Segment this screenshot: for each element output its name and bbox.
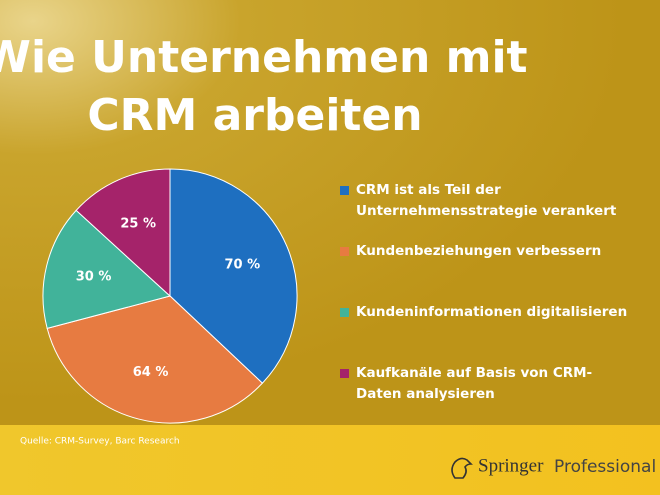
legend-entry: Kundenbeziehungen verbessern [340, 241, 630, 262]
title: Wie Unternehmen mit [0, 32, 528, 83]
value-label: 64 % [133, 365, 169, 380]
brand: Springer [478, 455, 544, 476]
legend-label: Kundeninformationen digitalisieren [356, 304, 628, 320]
title: CRM arbeiten [87, 90, 422, 141]
source: Quelle: CRM-Survey, Barc Research [20, 437, 180, 447]
pie-slice [46, 295, 264, 424]
brand-suffix: Professional [554, 457, 656, 477]
value-label: 70 % [224, 257, 260, 272]
legend-label: Kundenbeziehungen verbessern [356, 243, 602, 259]
legend-swatch [340, 247, 349, 256]
legend-swatch [340, 186, 349, 195]
legend-entry: Kundeninformationen digitalisieren [340, 302, 630, 323]
pie-slice [42, 209, 172, 329]
legend-label: CRM ist als Teil der Unternehmensstrateg… [356, 182, 617, 219]
logo-icon [451, 457, 473, 479]
legend-entry: CRM ist als Teil der Unternehmensstrateg… [340, 180, 630, 222]
legend-label: Kaufkanäle auf Basis von CRM-Daten analy… [356, 365, 593, 402]
pie-slice [75, 168, 171, 298]
value-label: 25 % [120, 216, 156, 231]
value-label: 30 % [76, 270, 112, 285]
legend-swatch [340, 369, 349, 378]
legend-entry: Kaufkanäle auf Basis von CRM-Daten analy… [340, 363, 630, 405]
pie-slice [169, 168, 298, 384]
legend-swatch [340, 308, 349, 317]
